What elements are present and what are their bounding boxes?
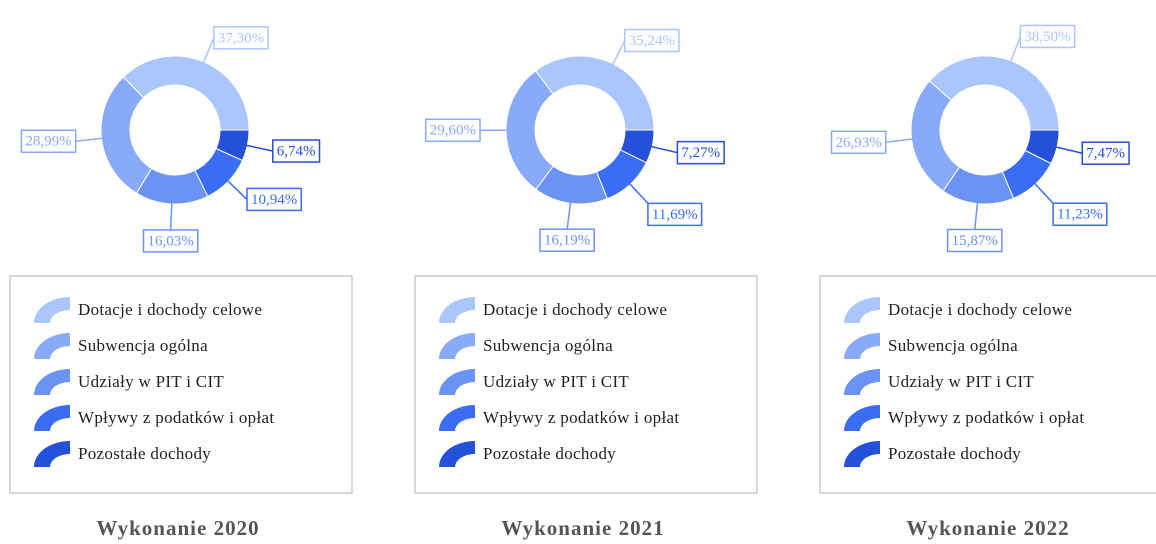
legend-box: [414, 275, 758, 494]
legend-label: Subwencja ogólna: [888, 336, 1018, 355]
data-label: 38,50%: [1024, 29, 1070, 45]
chart-panel: 37,30% 28,99% 16,03% 10,94% 6,74% Dotacje i d…: [9, 26, 353, 540]
leader-line: [245, 144, 273, 152]
legend-label: Subwencja ogólna: [78, 336, 208, 355]
data-label: 16,03%: [148, 233, 194, 249]
leader-line: [202, 37, 215, 64]
data-label: 16,19%: [544, 233, 590, 249]
chart-title: Wykonanie 2022: [906, 516, 1069, 540]
donut-segment: [215, 129, 250, 162]
leader-line: [226, 179, 248, 200]
leader-line: [169, 201, 173, 230]
leader-line: [885, 138, 914, 144]
legend-swatch: [34, 333, 70, 359]
legend-swatch: [844, 297, 880, 323]
data-label: 7,47%: [1086, 146, 1125, 162]
legend-label: Dotacje i dochody celowe: [888, 300, 1072, 319]
chart-panel: 35,24% 29,60% 16,19% 11,69% 7,27% Dotacje i d…: [414, 28, 758, 540]
legend-label: Wpływy z podatków i opłat: [78, 408, 274, 427]
label-box: [425, 118, 481, 143]
legend-label: Dotacje i dochody celowe: [78, 300, 262, 319]
chart-title: Wykonanie 2021: [501, 516, 664, 540]
legend-label: Subwencja ogólna: [483, 336, 613, 355]
legend-label: Wpływy z podatków i opłat: [888, 408, 1084, 427]
label-box: [539, 228, 595, 252]
data-label: 37,30%: [218, 30, 264, 46]
donut-segment: [534, 55, 655, 131]
data-label: 35,24%: [629, 33, 675, 49]
legend-label: Pozostałe dochody: [888, 444, 1021, 463]
label-box: [676, 140, 725, 165]
data-label: 11,23%: [1057, 207, 1103, 223]
leader-line: [1009, 36, 1022, 63]
leader-line: [1033, 182, 1054, 204]
label-box: [1052, 202, 1108, 227]
legend-label: Udziały w PIT i CIT: [888, 372, 1034, 391]
data-label: 10,94%: [251, 192, 297, 208]
label-box: [946, 228, 1003, 253]
donut-segment: [928, 55, 1060, 131]
label-box: [213, 26, 269, 50]
label-box: [20, 129, 77, 154]
donut-segment: [1024, 129, 1060, 165]
legend-swatch: [844, 441, 880, 467]
legend-swatch: [439, 405, 475, 431]
legend-label: Pozostałe dochody: [483, 444, 616, 463]
label-box: [1081, 141, 1130, 166]
leader-line: [649, 145, 678, 154]
legend-swatch: [439, 441, 475, 467]
legend-swatch: [844, 405, 880, 431]
legend-label: Dotacje i dochody celowe: [483, 300, 667, 319]
legend-label: Pozostałe dochody: [78, 444, 211, 463]
legend-swatch: [844, 333, 880, 359]
legend-label: Udziały w PIT i CIT: [78, 372, 224, 391]
label-box: [246, 187, 302, 212]
leader-line: [75, 137, 104, 142]
label-box: [647, 202, 703, 227]
label-box: [142, 229, 199, 253]
legend-swatch: [439, 369, 475, 395]
legend-swatch: [34, 369, 70, 395]
leader-line: [611, 40, 626, 66]
legend-swatch: [34, 441, 70, 467]
data-label: 15,87%: [952, 233, 998, 249]
leader-line: [566, 201, 572, 230]
leader-line: [628, 182, 649, 204]
data-label: 29,60%: [430, 123, 476, 139]
data-label: 6,74%: [277, 143, 316, 159]
label-box: [623, 28, 680, 53]
donut-segment: [122, 55, 250, 131]
legend-box: [9, 275, 353, 494]
label-box: [272, 139, 321, 163]
legend-swatch: [844, 369, 880, 395]
legend-swatch: [439, 333, 475, 359]
data-label: 26,93%: [836, 135, 882, 151]
chart-panel: 38,50% 26,93% 15,87% 11,23% 7,47% Dotacje i d…: [819, 24, 1156, 540]
chart-title: Wykonanie 2020: [96, 516, 259, 540]
legend-label: Udziały w PIT i CIT: [483, 372, 629, 391]
legend-box: [819, 275, 1156, 494]
leader-line: [1054, 146, 1083, 154]
donut-segment: [619, 129, 655, 164]
legend-swatch: [34, 297, 70, 323]
data-label: 7,27%: [681, 145, 720, 161]
data-label: 28,99%: [25, 134, 71, 150]
label-box: [1019, 24, 1076, 49]
donut-segment: [505, 70, 554, 191]
legend-swatch: [439, 297, 475, 323]
label-box: [830, 130, 887, 155]
legend-swatch: [34, 405, 70, 431]
data-label: 11,69%: [652, 207, 698, 223]
leader-line: [973, 201, 979, 230]
legend-label: Wpływy z podatków i opłat: [483, 408, 679, 427]
